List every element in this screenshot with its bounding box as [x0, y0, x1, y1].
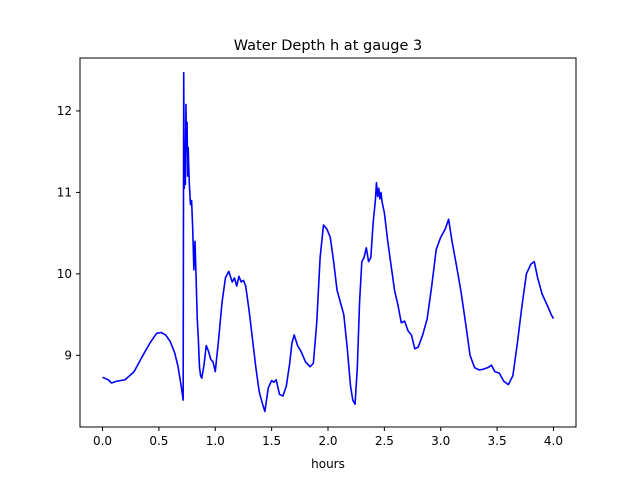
x-tick-label: 2.5	[375, 434, 394, 448]
x-tick-label: 2.0	[318, 434, 337, 448]
x-tick-label: 3.5	[488, 434, 507, 448]
x-tick-label: 4.0	[544, 434, 563, 448]
chart-title: Water Depth h at gauge 3	[234, 38, 422, 54]
y-axis: 9 10 11 12	[57, 104, 80, 362]
plot-layer	[102, 71, 555, 413]
x-axis-label: hours	[311, 457, 345, 471]
y-tick-label: 9	[64, 348, 72, 362]
y-tick-label: 12	[57, 104, 72, 118]
x-tick-label: 0.5	[149, 434, 168, 448]
y-tick-label: 10	[57, 267, 72, 281]
x-tick-label: 1.5	[262, 434, 281, 448]
x-axis: 0.0 0.5 1.0 1.5 2.0 2.5 3.0 3.5 4.0	[93, 427, 563, 448]
plot-area-frame	[79, 57, 577, 428]
y-tick-label: 11	[57, 185, 72, 199]
x-tick-label: 1.0	[206, 434, 225, 448]
series-line-0	[102, 71, 555, 413]
x-tick-label: 3.0	[431, 434, 450, 448]
x-tick-label: 0.0	[93, 434, 112, 448]
